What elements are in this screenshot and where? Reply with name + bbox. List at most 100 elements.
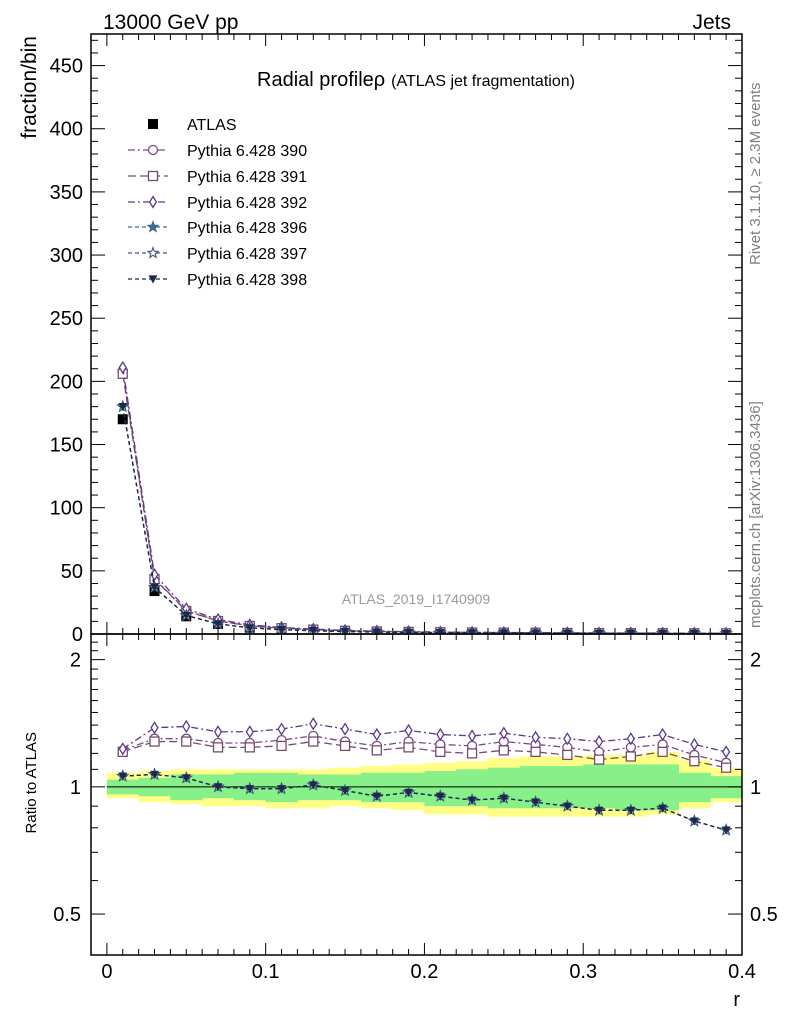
x-tick-label: 0.3 — [569, 961, 597, 983]
ratio-point — [690, 737, 699, 752]
ratio-point — [625, 751, 637, 762]
ratio-y-tick-label-right: 1 — [750, 777, 761, 799]
data-point — [594, 629, 604, 634]
x-tick-label: 0.4 — [728, 961, 756, 983]
ratio-point — [182, 719, 191, 734]
ratio-point — [371, 745, 382, 756]
y-tick-label: 400 — [50, 119, 83, 141]
ratio-y-tick-label-right: 0.5 — [750, 904, 778, 926]
ratio-point — [118, 742, 127, 756]
legend-entry: Pythia 6.428 397 — [128, 246, 307, 263]
data-point — [181, 611, 191, 620]
ratio-point — [436, 727, 445, 742]
ratio-point — [309, 717, 318, 731]
ratio-point — [308, 781, 318, 790]
ratio-point — [118, 772, 128, 781]
legend: ATLAS Pythia 6.428 390 Pythia 6.428 391 Pyt… — [128, 117, 307, 289]
band-inner-bin — [424, 771, 457, 807]
legend-label: Pythia 6.428 397 — [187, 246, 307, 263]
data-point — [658, 629, 668, 634]
data-point — [118, 403, 128, 412]
series-line — [122, 367, 727, 634]
data-point — [626, 629, 636, 634]
ratio-pythia-6-428-391 — [117, 736, 732, 773]
ratio-point — [277, 785, 287, 794]
ratio-point — [466, 748, 478, 759]
data-point — [117, 414, 128, 425]
y-tick-label: 200 — [50, 371, 83, 393]
legend-label: Pythia 6.428 391 — [187, 169, 307, 186]
ratio-point — [499, 726, 508, 740]
y-tick-label: 50 — [61, 561, 83, 583]
ratio-point — [562, 749, 573, 761]
data-point — [435, 629, 445, 634]
legend-entry: Pythia 6.428 391 — [128, 169, 307, 186]
ratio-point — [689, 756, 700, 767]
legend-marker — [148, 275, 158, 284]
ratio-y-tick-label: 1 — [70, 777, 81, 799]
ratio-point — [372, 727, 381, 742]
x-axis-label: r — [733, 989, 740, 1011]
ratio-point — [150, 721, 159, 735]
ratio-point — [149, 736, 160, 747]
header-left: 13000 GeV pp — [103, 11, 238, 34]
data-point — [467, 629, 477, 634]
data-point — [277, 626, 287, 634]
ratio-panel: 0 0.1 0.2 0.3 0.4 0.5 0.5 1 1 2 2 — [53, 633, 778, 983]
ratio-line — [122, 740, 727, 769]
ratio-point — [245, 725, 254, 739]
ratio-point — [435, 746, 446, 758]
ratio-point — [212, 742, 224, 753]
ratio-point — [563, 732, 572, 746]
data-point — [562, 629, 572, 634]
ratio-point — [213, 725, 223, 739]
legend-marker — [146, 220, 160, 233]
ratio-point — [658, 804, 668, 813]
ratio-point — [498, 745, 509, 756]
data-point — [372, 628, 382, 634]
legend-label: Pythia 6.428 390 — [187, 143, 307, 160]
ratio-point — [277, 722, 286, 736]
band-inner-bin — [678, 772, 711, 803]
ratio-point — [720, 762, 732, 773]
ratio-ylabel: Ratio to ATLAS — [23, 732, 40, 833]
ratio-point — [372, 792, 382, 801]
ratio-point — [403, 742, 414, 753]
ratio-series-group — [116, 717, 733, 836]
band-inner-bin — [583, 764, 616, 809]
y-tick-label: 300 — [50, 245, 83, 267]
data-point — [150, 583, 160, 592]
data-point — [689, 629, 699, 634]
ratio-point — [213, 783, 223, 792]
legend-entry: ATLAS — [148, 117, 237, 134]
ratio-pythia-6-428-398 — [118, 770, 731, 835]
ratio-point — [467, 729, 477, 743]
main-title: Radial profileρ (ATLAS jet fragmentation) — [257, 69, 575, 91]
ratio-frame — [90, 633, 743, 956]
data-point — [499, 629, 509, 634]
ratio-point — [657, 746, 668, 758]
data-point — [404, 628, 414, 634]
legend-marker — [148, 119, 158, 129]
ratio-point — [531, 730, 540, 744]
ratio-pythia-6-428-392 — [118, 717, 731, 759]
ratio-point — [181, 736, 192, 747]
ratio-point — [626, 732, 635, 746]
y-tick-label: 250 — [50, 308, 83, 330]
ratio-point — [245, 785, 255, 794]
legend-marker — [146, 246, 160, 259]
ratio-line — [122, 773, 727, 831]
ratio-point — [499, 794, 509, 803]
ratio-y-tick-label: 0.5 — [53, 904, 81, 926]
ratio-point — [404, 788, 414, 797]
ratio-point — [467, 796, 477, 805]
x-tick-label: 0.1 — [252, 961, 280, 983]
ratio-point — [594, 734, 604, 749]
legend-label: Pythia 6.428 396 — [187, 220, 307, 237]
legend-marker — [147, 170, 159, 182]
ratio-point — [721, 745, 731, 759]
ratio-point — [276, 740, 287, 752]
ratio-point — [244, 742, 255, 753]
legend-label: Pythia 6.428 392 — [187, 195, 307, 212]
